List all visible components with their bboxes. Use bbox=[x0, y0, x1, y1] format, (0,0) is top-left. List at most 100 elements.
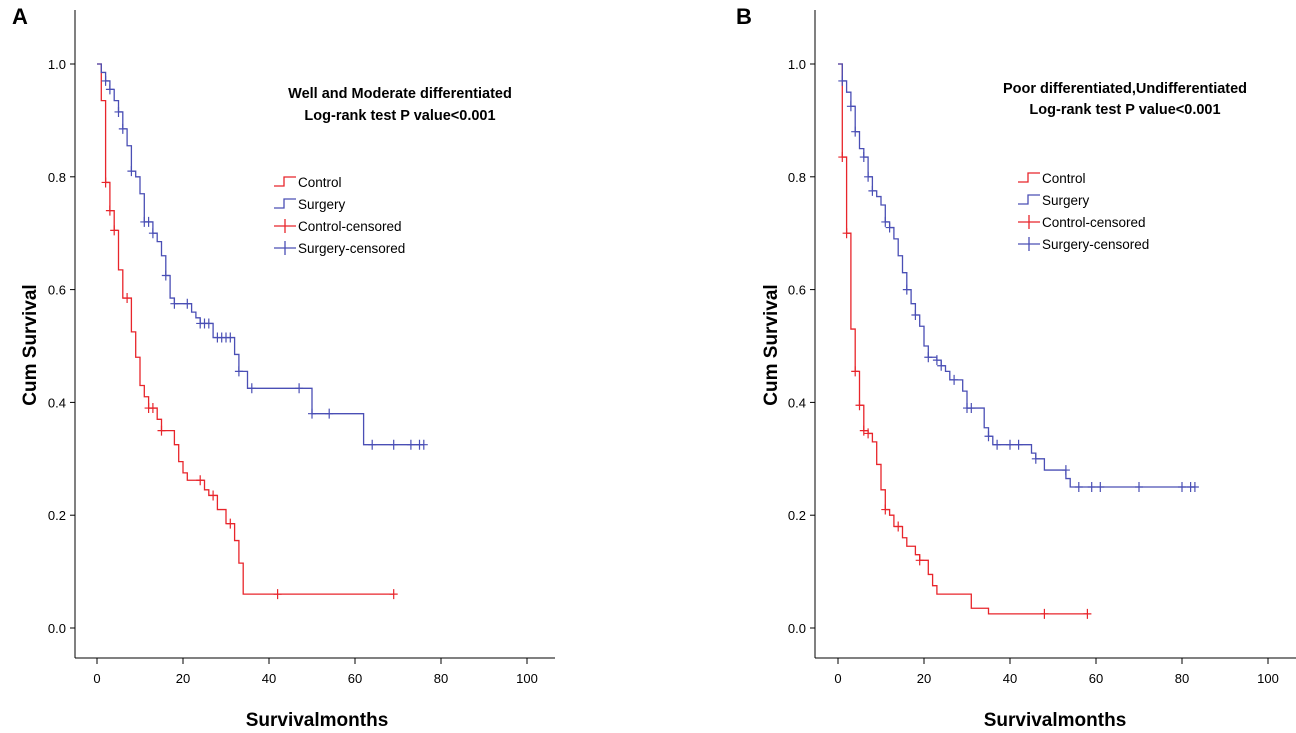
y-axis-title: Cum Survival bbox=[20, 284, 41, 405]
surgery-censor-mark bbox=[950, 374, 959, 385]
surgery-censor-mark bbox=[118, 123, 127, 134]
y-tick-label: 0.8 bbox=[48, 170, 66, 185]
surgery-censor-mark bbox=[864, 171, 873, 182]
control-censor-mark bbox=[1083, 608, 1092, 619]
surgery-censor-mark bbox=[1014, 439, 1023, 450]
surgery-censor-mark bbox=[105, 84, 114, 95]
control-censor-mark bbox=[226, 518, 235, 529]
legend-step-swatch bbox=[274, 198, 296, 209]
legend-label: Surgery bbox=[1042, 193, 1090, 208]
control-survival-line bbox=[838, 63, 1088, 615]
surgery-censor-mark bbox=[911, 309, 920, 320]
control-censor-mark bbox=[864, 428, 873, 439]
y-tick-label: 0.4 bbox=[788, 395, 806, 410]
y-tick-label: 0.6 bbox=[48, 283, 66, 298]
surgery-censor-mark bbox=[226, 332, 235, 343]
surgery-censor-mark bbox=[924, 352, 933, 363]
y-tick-label: 1.0 bbox=[48, 57, 66, 72]
surgery-censor-mark bbox=[1178, 482, 1186, 492]
surgery-censor-mark bbox=[993, 439, 1002, 450]
control-censor-mark bbox=[110, 225, 119, 236]
x-tick-label: 0 bbox=[93, 671, 100, 686]
surgery-censor-mark bbox=[406, 439, 415, 450]
surgery-censor-mark bbox=[127, 166, 136, 177]
control-censor-mark bbox=[894, 521, 903, 532]
surgery-censor-mark bbox=[148, 228, 157, 239]
surgery-censor-mark bbox=[1006, 439, 1014, 450]
surgery-censor-mark bbox=[1135, 482, 1143, 492]
surgery-censor-mark bbox=[1087, 482, 1096, 492]
legend-censor-swatch bbox=[1018, 237, 1040, 251]
legend-item: Surgery bbox=[1018, 193, 1090, 208]
x-tick-label: 0 bbox=[834, 671, 841, 686]
y-axis-title: Cum Survival bbox=[761, 284, 782, 405]
legend-item: Control bbox=[1018, 171, 1086, 186]
surgery-censor-mark bbox=[881, 216, 890, 227]
control-survival-line bbox=[97, 63, 394, 595]
surgery-censor-mark bbox=[851, 126, 860, 137]
surgery-censor-mark bbox=[325, 408, 334, 419]
surgery-censor-mark bbox=[419, 439, 428, 450]
chart-panel-b: B 0.0 0.2 0.4 0.6 0.8 1.0 0 20 40 60 80 100 Cum Survi… bbox=[736, 4, 1296, 731]
surgery-survival-line bbox=[97, 63, 424, 446]
control-censor-mark bbox=[196, 475, 205, 486]
x-tick-label: 80 bbox=[434, 671, 448, 686]
legend-label: Surgery-censored bbox=[1042, 237, 1149, 252]
surgery-censor-mark bbox=[984, 431, 993, 442]
surgery-censor-mark bbox=[868, 185, 877, 196]
x-axis-title: Survivalmonths bbox=[246, 710, 389, 731]
x-tick-label: 40 bbox=[262, 671, 276, 686]
control-censor-mark bbox=[915, 555, 924, 566]
y-tick-label: 0.0 bbox=[788, 621, 806, 636]
control-censor-mark bbox=[859, 425, 868, 436]
legend-item: Surgery-censored bbox=[274, 241, 405, 256]
surgery-censor-mark bbox=[101, 75, 110, 86]
legend-censor-swatch bbox=[274, 219, 296, 233]
panel-letter: B bbox=[736, 4, 752, 29]
x-tick-label: 40 bbox=[1003, 671, 1017, 686]
control-censor-mark bbox=[123, 293, 132, 304]
surgery-censor-mark bbox=[1096, 482, 1105, 492]
control-censor-mark bbox=[105, 205, 114, 216]
surgery-censor-mark bbox=[204, 318, 213, 329]
surgery-censor-mark bbox=[838, 75, 847, 86]
surgery-censor-mark bbox=[295, 383, 304, 394]
x-tick-label: 100 bbox=[1257, 671, 1279, 686]
surgery-censor-mark bbox=[183, 298, 192, 309]
surgery-censor-mark bbox=[234, 366, 243, 377]
control-censor-mark bbox=[1040, 608, 1049, 619]
surgery-censor-mark bbox=[859, 152, 868, 163]
surgery-censor-mark bbox=[161, 270, 170, 281]
control-censor-mark bbox=[273, 589, 282, 600]
x-axis-title: Survivalmonths bbox=[984, 710, 1127, 731]
x-tick-label: 60 bbox=[348, 671, 362, 686]
control-censor-mark bbox=[209, 490, 218, 501]
legend-step-swatch bbox=[1018, 194, 1040, 205]
legend-item: Surgery bbox=[274, 197, 346, 212]
legend-label: Surgery-censored bbox=[298, 241, 405, 256]
surgery-censor-mark bbox=[368, 439, 377, 450]
surgery-censor-mark bbox=[885, 222, 894, 233]
surgery-censor-mark bbox=[932, 355, 941, 366]
annotation-line-2: Log-rank test P value<0.001 bbox=[304, 108, 495, 124]
y-tick-label: 0.0 bbox=[48, 621, 66, 636]
legend-censor-swatch bbox=[274, 241, 296, 255]
annotation-line-2: Log-rank test P value<0.001 bbox=[1029, 102, 1220, 118]
surgery-censor-mark bbox=[902, 284, 911, 295]
legend-step-swatch bbox=[1018, 172, 1040, 183]
surgery-censor-mark bbox=[144, 216, 153, 227]
control-censor-mark bbox=[148, 403, 157, 414]
surgery-survival-line bbox=[838, 63, 1195, 488]
annotation-line-1: Poor differentiated,Undifferentiated bbox=[1003, 81, 1247, 97]
legend-label: Control bbox=[298, 175, 342, 190]
y-tick-label: 0.8 bbox=[788, 170, 806, 185]
control-censor-mark bbox=[855, 400, 864, 411]
panel-letter: A bbox=[12, 4, 28, 29]
x-tick-label: 60 bbox=[1089, 671, 1103, 686]
legend-censor-swatch bbox=[1018, 215, 1040, 229]
control-censor-mark bbox=[842, 228, 851, 239]
legend-label: Control-censored bbox=[298, 219, 402, 234]
surgery-censor-mark bbox=[1031, 453, 1040, 464]
control-censor-mark bbox=[881, 504, 890, 515]
